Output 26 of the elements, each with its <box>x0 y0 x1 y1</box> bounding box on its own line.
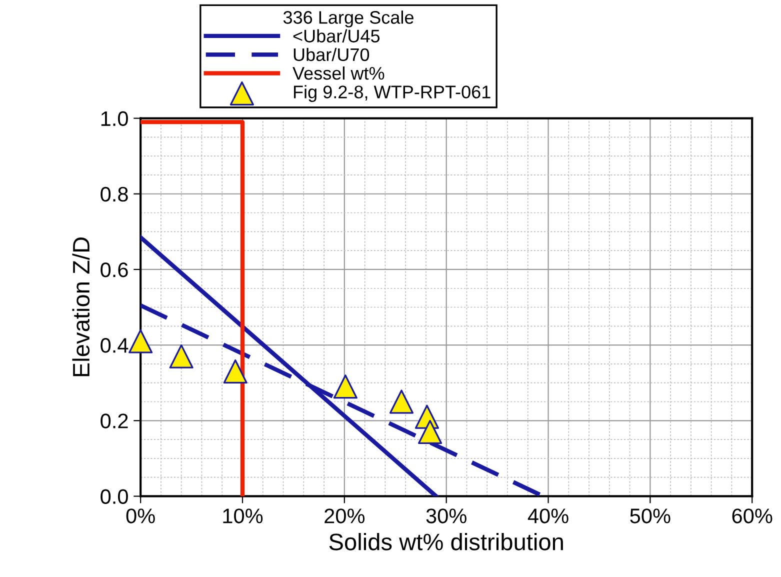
y-tick-label: 0.4 <box>100 338 128 353</box>
legend-label: <Ubar/U45 <box>293 29 380 42</box>
y-tick-label: 0.2 <box>100 414 128 428</box>
point <box>223 359 248 384</box>
x-tick-label: 10% <box>223 508 263 524</box>
point <box>333 374 358 399</box>
y-axis-title: Elevation Z/D <box>72 238 90 376</box>
point <box>418 420 442 444</box>
point <box>128 329 153 354</box>
x-tick-label: 40% <box>528 508 568 524</box>
legend-label: Fig 9.2-8, WTP-RPT-061 <box>294 85 490 102</box>
y-tick-label: 1.0 <box>101 111 128 126</box>
x-axis-title: Solids wt% distribution <box>329 533 563 550</box>
legend-label: Ubar/U70 <box>294 48 370 62</box>
x-tick-label: 50% <box>630 508 670 524</box>
x-tick-label: 20% <box>324 508 365 524</box>
x-tick-label: 30% <box>426 508 466 524</box>
legend-label: Vessel wt% <box>292 66 384 80</box>
legend-title: 336 Large Scale <box>283 10 414 28</box>
y-tick-label: 0.6 <box>100 262 128 278</box>
y-tick-label: 0.0 <box>100 489 128 504</box>
x-tick-label: 0% <box>126 508 155 524</box>
point <box>389 390 414 414</box>
point <box>169 344 194 368</box>
y-tick-label: 0.8 <box>100 186 128 202</box>
x-tick-label: 60% <box>732 508 772 524</box>
